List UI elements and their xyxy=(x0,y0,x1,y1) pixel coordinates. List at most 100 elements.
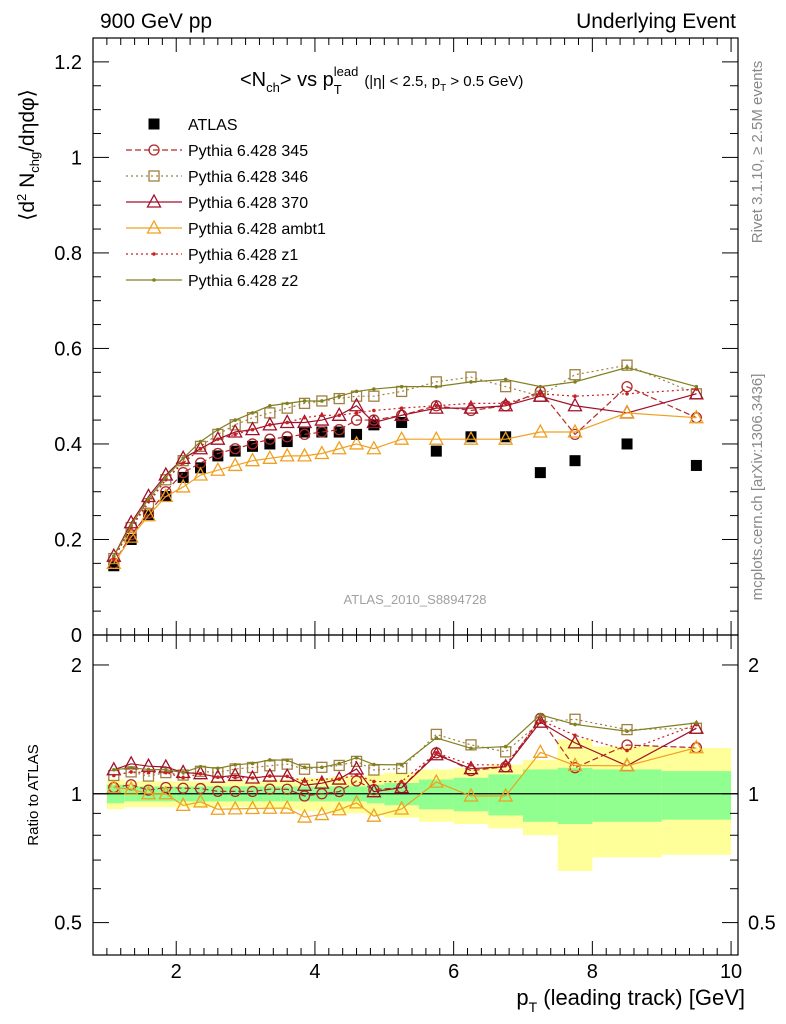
data-point xyxy=(112,554,116,558)
legend-marker xyxy=(148,170,160,182)
data-point xyxy=(316,426,328,438)
legend-label: Pythia 6.428 z1 xyxy=(188,247,298,264)
ratio-point xyxy=(112,767,116,772)
ratio-point xyxy=(320,777,324,781)
axes-frames xyxy=(92,37,739,956)
legend-marker xyxy=(146,193,162,208)
ratio-point xyxy=(503,744,508,749)
series-ratio-line xyxy=(113,714,697,774)
series-line xyxy=(113,366,697,557)
data-point xyxy=(567,423,583,438)
data-point xyxy=(538,384,543,389)
data-point xyxy=(314,445,330,460)
ratio-point xyxy=(227,767,243,782)
ratio-point xyxy=(503,763,508,767)
y-tick-label-ratio-right: 1 xyxy=(748,784,759,806)
ratio-point xyxy=(428,773,444,788)
ratio-point xyxy=(298,763,311,775)
legend-item: Pythia 6.428 345 xyxy=(126,143,308,160)
data-point xyxy=(229,445,241,457)
band-stat-bin xyxy=(557,767,593,824)
ratio-point xyxy=(177,782,189,794)
legend-label: Pythia 6.428 345 xyxy=(188,143,308,160)
data-point xyxy=(281,431,293,443)
ratio-point xyxy=(302,765,307,770)
series-5-main xyxy=(112,387,699,561)
axis-ticks xyxy=(93,37,738,955)
series-1-main xyxy=(108,380,703,570)
data-point xyxy=(175,478,191,493)
data-point xyxy=(567,397,583,412)
ratio-point xyxy=(296,808,313,823)
ratio-point xyxy=(399,779,404,784)
ratio-point xyxy=(192,793,209,808)
ratio-point xyxy=(688,719,704,734)
legend-item: Pythia 6.428 z1 xyxy=(126,247,298,264)
header-left: 900 GeV pp xyxy=(100,10,212,33)
x-axis-label: pT (leading track) [GeV] xyxy=(516,985,745,1015)
data-point xyxy=(354,411,359,415)
y-tick-label-main: 0.8 xyxy=(54,243,82,265)
ratio-point xyxy=(399,763,404,767)
ratio-point xyxy=(498,758,514,773)
data-point xyxy=(694,384,699,389)
ratio-point xyxy=(279,767,295,782)
ratio-point xyxy=(463,787,479,802)
data-point xyxy=(320,413,324,418)
data-point xyxy=(106,554,122,570)
ratio-point xyxy=(337,761,342,766)
ratio-point xyxy=(158,785,174,800)
y-tick-label-ratio: 2 xyxy=(71,655,82,677)
ratio-point xyxy=(625,729,629,734)
ratio-point xyxy=(372,762,376,767)
x-tick-label: 10 xyxy=(720,961,742,983)
legend-item: Pythia 6.428 346 xyxy=(126,169,308,186)
data-point xyxy=(320,399,324,403)
rivet-version-label: Rivet 3.1.10, ≥ 2.5M events xyxy=(749,61,766,244)
data-point xyxy=(296,414,313,429)
ratio-point xyxy=(192,765,209,780)
data-point xyxy=(244,452,261,467)
data-point xyxy=(688,385,704,400)
data-point xyxy=(108,560,120,572)
y-tick-label-main: 0.4 xyxy=(54,434,82,456)
ratio-point xyxy=(619,757,635,772)
ratio-point xyxy=(268,774,272,778)
data-point xyxy=(428,430,444,445)
data-point xyxy=(129,523,133,527)
data-point xyxy=(250,427,255,432)
data-point xyxy=(299,426,311,438)
ratio-point xyxy=(281,783,293,795)
ratio-point xyxy=(573,722,577,727)
ratio-point xyxy=(314,774,330,789)
data-point xyxy=(233,418,237,422)
ratio-point xyxy=(244,800,261,815)
axis-tick-labels: 2 4 6 8 10 0 0.2 0.4 0.6 0.8 1 1.2 0.5 0.5 1 1 2 2 xyxy=(54,52,776,983)
data-point xyxy=(177,466,189,479)
ratio-point xyxy=(394,779,410,794)
data-point xyxy=(366,440,382,455)
ratio-point xyxy=(198,771,203,776)
data-point xyxy=(469,380,473,384)
ratio-point xyxy=(434,736,439,740)
band-stat-bin xyxy=(661,771,732,820)
data-point xyxy=(532,387,548,402)
ratio-point xyxy=(625,748,629,753)
data-point xyxy=(262,416,278,431)
legend-label: Pythia 6.428 370 xyxy=(188,195,308,212)
x-tick-label: 2 xyxy=(171,961,182,983)
ratio-point xyxy=(233,762,237,767)
data-point xyxy=(210,430,226,445)
data-point xyxy=(229,443,241,455)
data-point xyxy=(123,528,139,543)
data-point xyxy=(296,447,313,462)
y-tick-label-main: 1 xyxy=(71,147,82,169)
ratio-point xyxy=(210,768,226,783)
ratio-point xyxy=(469,746,473,751)
data-point xyxy=(250,411,255,415)
data-point xyxy=(210,461,226,476)
ratio-point xyxy=(279,799,295,814)
data-point xyxy=(227,457,243,472)
y-tick-label-main: 1.2 xyxy=(54,52,82,74)
ratio-point xyxy=(112,773,116,778)
